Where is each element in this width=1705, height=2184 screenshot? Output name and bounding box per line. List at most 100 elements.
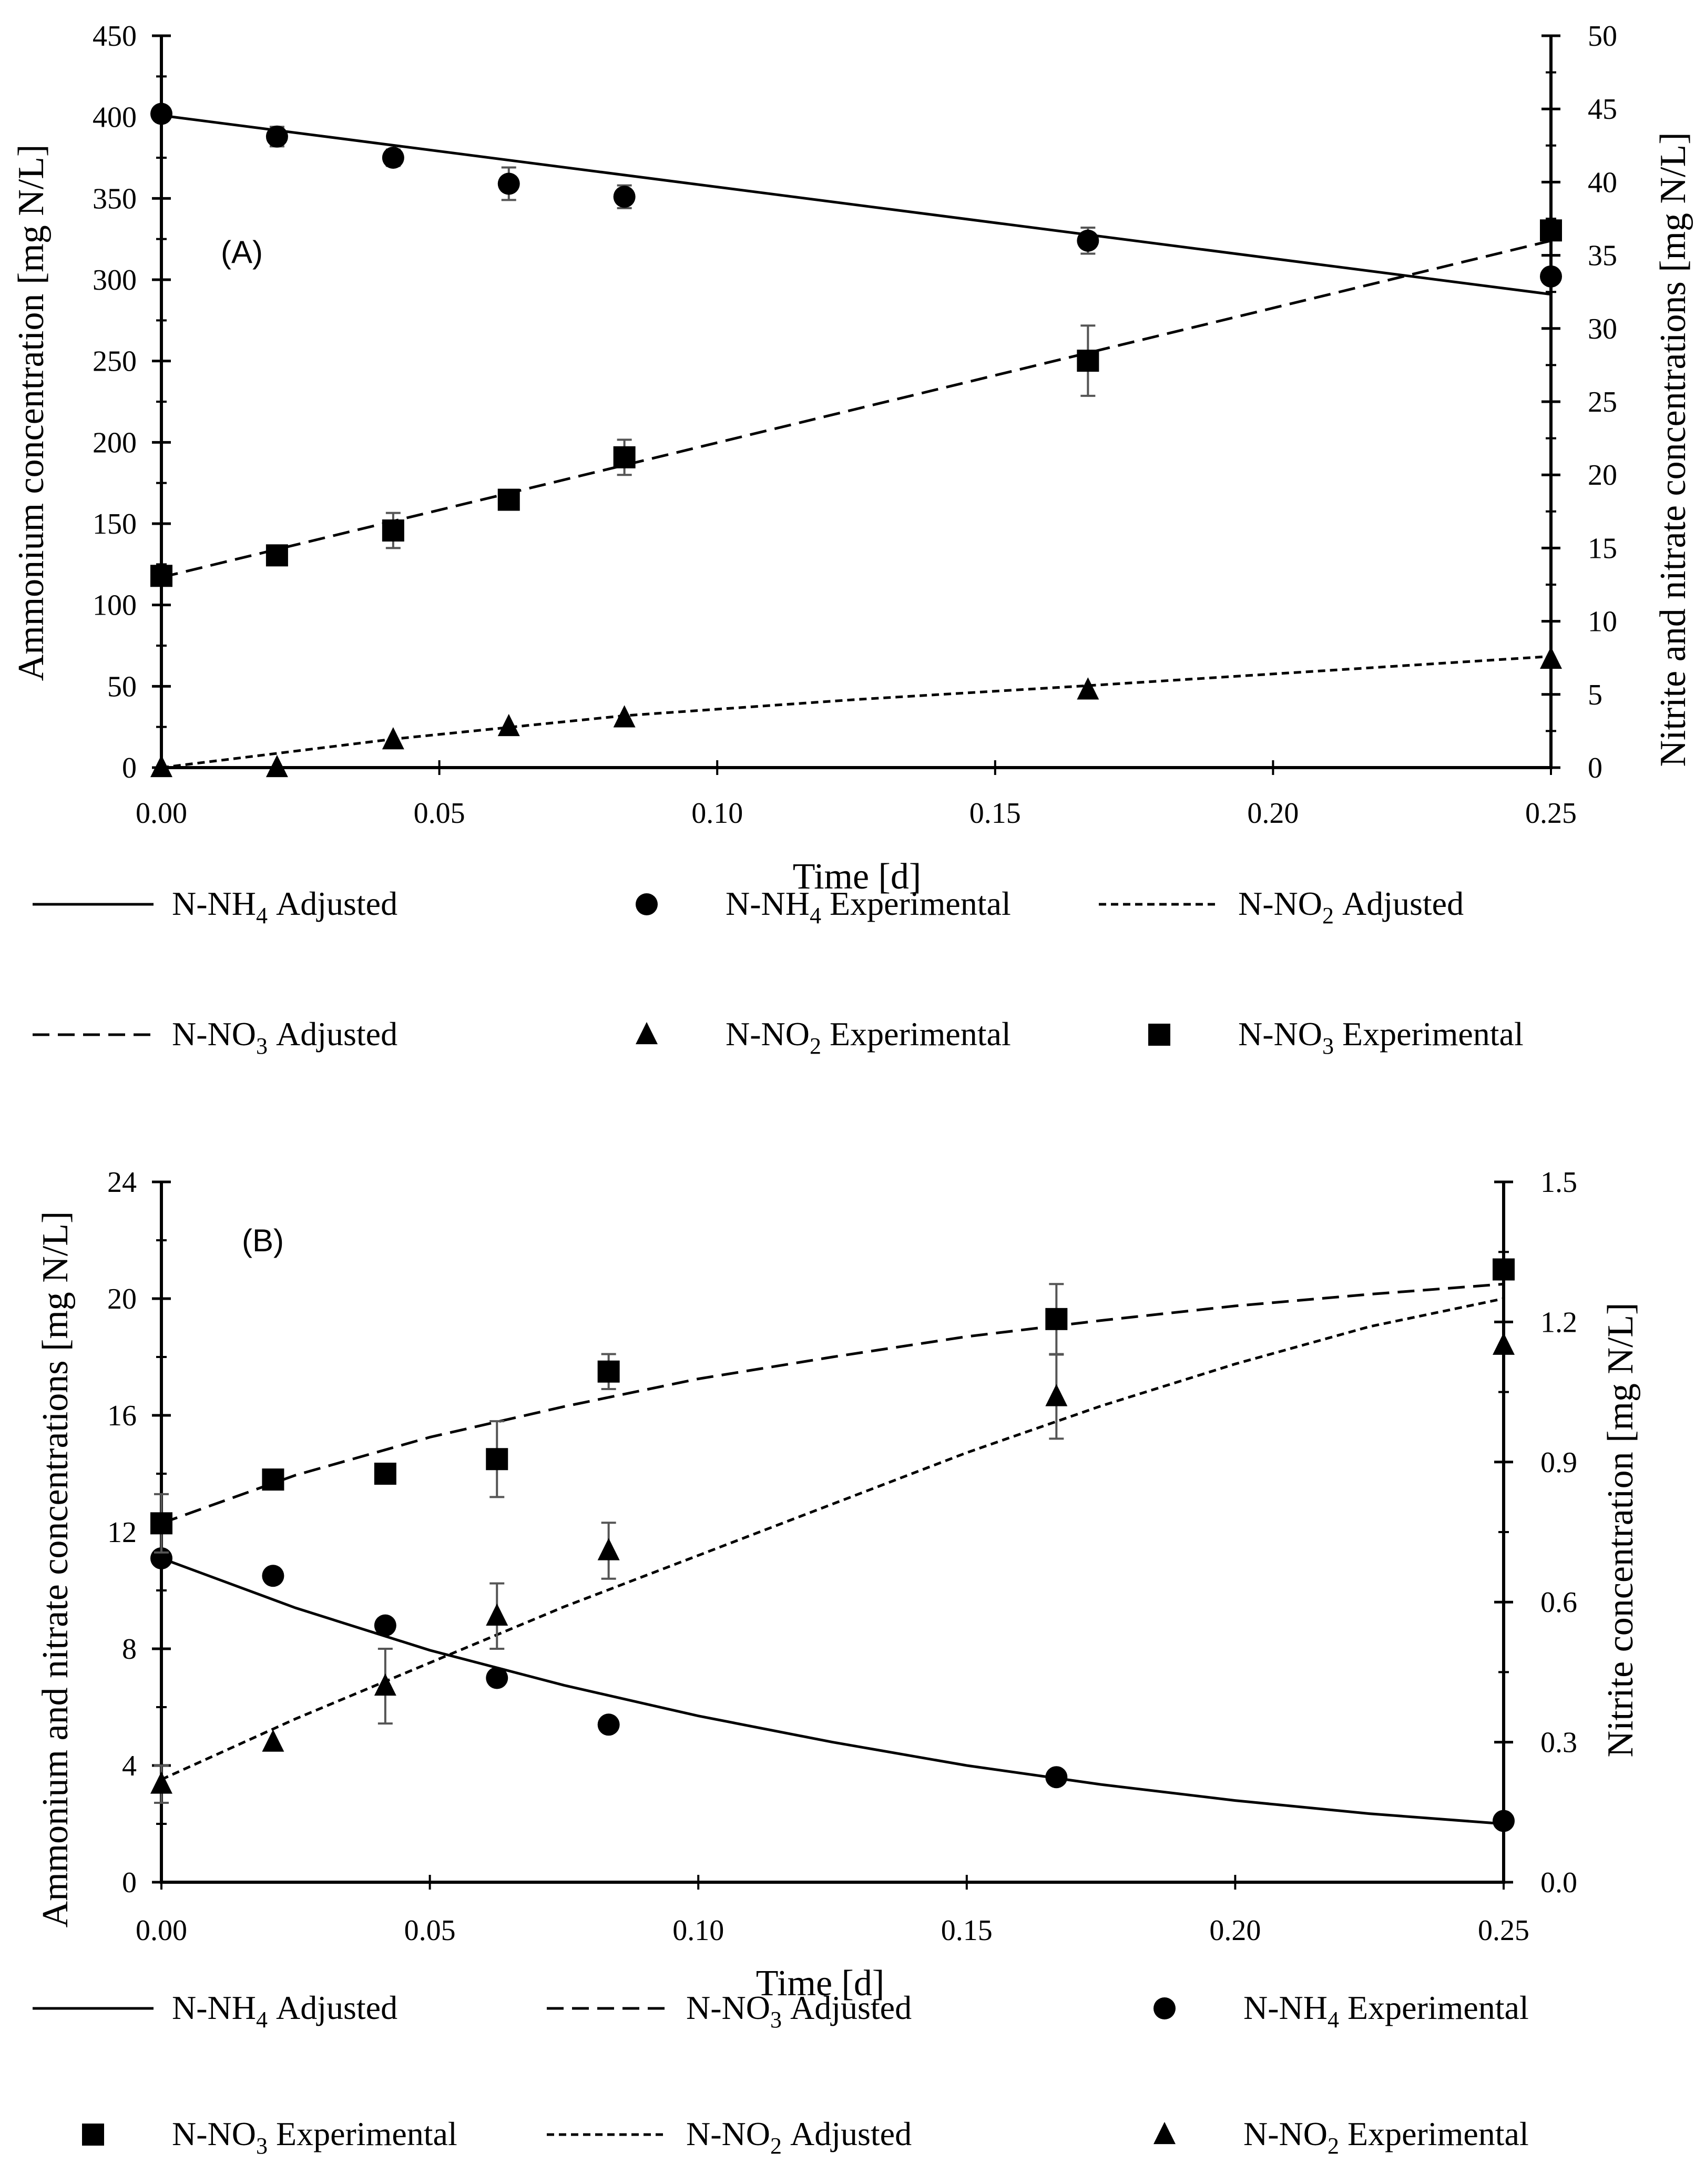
panel-b: 0 4 8 12 16 20 24 0.0 0.3 0.6 0.9 1.2 1.5 0.00 0.05 0.1… <box>33 1166 1641 2159</box>
panel-b-no3-exp-point <box>486 1448 508 1471</box>
panel-b-right-tick-label: 0.6 <box>1540 1586 1577 1619</box>
panel-a-no3-exp-point <box>150 565 172 587</box>
panel-a-legend-label: N-NO3 Experimental <box>1238 1015 1524 1059</box>
panel-b-legend-item: N-NH4 Experimental <box>1153 1989 1529 2033</box>
panel-a-left-tick-label: 450 <box>93 20 137 53</box>
panel-a-no3-exp-point <box>266 544 288 567</box>
panel-b-no2-exp-point <box>150 1771 172 1794</box>
panel-b-nh4-exp-point <box>1493 1810 1515 1832</box>
panel-b-legend-label: N-NO2 Adjusted <box>686 2115 912 2159</box>
panel-b-nh4-exp-point <box>597 1713 620 1736</box>
panel-a-nh4-exp-point <box>1077 229 1099 252</box>
panel-b-right-tick-label: 1.5 <box>1540 1166 1577 1199</box>
panel-a: 0 50 100 150 200 250 300 350 400 450 0 5 10 15 20 25 30 3… <box>11 20 1693 1059</box>
panel-a-legend-label: N-NO2 Experimental <box>726 1015 1011 1059</box>
panel-a-left-tick-label: 50 <box>107 670 137 703</box>
panel-a-nh4-exp-point <box>150 103 172 125</box>
panel-b-left-tick-label: 20 <box>107 1283 137 1315</box>
panel-a-left-tick-label: 300 <box>93 264 137 297</box>
panel-a-legend: N-NH4 Adjusted N-NH4 Experimental N-NO2 Ad… <box>33 885 1524 1059</box>
panel-b-x-tick-label: 0.20 <box>1209 1914 1261 1947</box>
panel-b-legend-label: N-NO3 Adjusted <box>686 1989 912 2033</box>
panel-b-no3-exp-point <box>262 1468 284 1491</box>
panel-b-legend-marker-swatch <box>82 2124 104 2146</box>
panel-a-right-tick-label: 0 <box>1588 752 1602 784</box>
panel-b-no2-exp-point <box>1493 1332 1515 1355</box>
panel-a-left-tick-label: 250 <box>93 345 137 378</box>
panel-b-no2-exp-point <box>1045 1384 1068 1406</box>
panel-a-legend-marker-swatch <box>636 893 658 915</box>
panel-b-right-tick-label: 0.0 <box>1540 1866 1577 1899</box>
panel-a-no2-exp-point <box>150 754 172 778</box>
panel-a-right-tick-label: 5 <box>1588 679 1602 711</box>
panel-b-left-tick-label: 12 <box>107 1516 137 1549</box>
panel-b-right-tick-label: 0.9 <box>1540 1446 1577 1479</box>
panel-a-x-tick-label: 0.25 <box>1525 797 1577 830</box>
panel-b-no2-exp-point <box>597 1538 620 1560</box>
panel-b-tick-labels: 0 4 8 12 16 20 24 0.0 0.3 0.6 0.9 1.2 1.5 0.00 0.05 0.1… <box>107 1166 1577 1947</box>
panel-a-no2-exp-point <box>497 713 520 737</box>
panel-a-nh4-exp-point <box>382 147 404 169</box>
panel-a-no3-exp-point <box>1540 219 1562 242</box>
panel-a-right-tick-label: 10 <box>1588 606 1617 638</box>
panel-a-right-tick-label: 15 <box>1588 532 1617 565</box>
panel-b-legend: N-NH4 Adjusted N-NO3 Adjusted N-NH4 Experi… <box>33 1989 1529 2159</box>
panel-a-tick-labels: 0 50 100 150 200 250 300 350 400 450 0 5 10 15 20 25 30 3… <box>93 20 1617 830</box>
panel-a-right-tick-label: 35 <box>1588 240 1617 272</box>
panel-a-nh4-exp-point <box>1540 265 1562 288</box>
panel-b-x-tick-label: 0.00 <box>136 1914 187 1947</box>
panel-b-left-tick-label: 24 <box>107 1166 137 1199</box>
panel-a-nh4-exp-point <box>266 125 288 148</box>
panel-a-no3-exp-point <box>1077 350 1099 372</box>
panel-a-axes <box>152 34 1560 775</box>
panel-a-no2-exp-point <box>613 705 636 728</box>
panel-b-legend-label: N-NO2 Experimental <box>1243 2115 1529 2159</box>
panel-a-left-tick-label: 0 <box>122 752 137 784</box>
panel-a-no3-exp-point <box>382 519 404 542</box>
panel-a-legend-label: N-NO3 Adjusted <box>172 1015 397 1059</box>
panel-b-nh4-exp-point <box>486 1667 508 1689</box>
panel-b-no3-exp-point <box>1493 1258 1515 1281</box>
panel-b-right-axis-title: Nitrite concentration [mg N/L] <box>1600 1303 1641 1758</box>
panel-b-x-tick-label: 0.15 <box>941 1914 993 1947</box>
panel-b-legend-marker-swatch <box>1153 1997 1176 2019</box>
panel-b-legend-label: N-NH4 Adjusted <box>172 1989 397 2033</box>
panel-b-legend-item: N-NH4 Adjusted <box>33 1989 397 2033</box>
panel-a-legend-item: N-NO3 Adjusted <box>33 1015 397 1059</box>
panel-b-legend-label: N-NO3 Experimental <box>172 2115 457 2159</box>
panel-b-legend-item: N-NO2 Adjusted <box>547 2115 912 2159</box>
panel-b-nh4-exp-point <box>262 1565 284 1587</box>
panel-a-nh4-exp-point <box>497 172 520 195</box>
panel-b-x-tick-label: 0.25 <box>1478 1914 1529 1947</box>
panel-a-no2-exp-point <box>1077 677 1099 700</box>
panel-a-right-tick-label: 20 <box>1588 459 1617 492</box>
panel-b-legend-item: N-NO3 Adjusted <box>547 1989 912 2033</box>
panel-b-legend-label: N-NH4 Experimental <box>1243 1989 1529 2033</box>
panel-b-no3-exp-point <box>150 1512 172 1535</box>
panel-a-legend-label: N-NO2 Adjusted <box>1238 885 1464 928</box>
panel-b-left-tick-label: 0 <box>122 1866 137 1899</box>
panel-a-legend-marker-swatch <box>1148 1024 1170 1046</box>
panel-b-legend-item: N-NO2 Experimental <box>1153 2115 1529 2159</box>
panel-a-left-tick-label: 100 <box>93 589 137 622</box>
panel-a-right-tick-label: 40 <box>1588 166 1617 199</box>
panel-a-legend-label: N-NH4 Adjusted <box>172 885 397 928</box>
panel-a-no2-exp-point <box>382 727 404 750</box>
panel-a-x-tick-label: 0.00 <box>136 797 187 830</box>
panel-a-right-axis-title: Nitrite and nitrate concentrations [mg N… <box>1653 132 1693 767</box>
panel-a-left-tick-label: 200 <box>93 426 137 459</box>
panel-b-no3-exp-point <box>597 1360 620 1383</box>
panel-b-left-tick-label: 8 <box>122 1633 137 1666</box>
panel-a-points <box>150 103 1562 778</box>
panel-a-right-tick-label: 25 <box>1588 386 1617 419</box>
panel-a-left-axis-title: Ammonium concentration [mg N/L] <box>11 145 52 681</box>
panel-b-x-axis-title: Time [d] <box>756 1963 884 2004</box>
panel-a-right-tick-label: 50 <box>1588 20 1617 53</box>
panel-b-no3-exp-point <box>1045 1308 1068 1330</box>
panel-a-no3-exp-point <box>613 446 636 468</box>
panel-a-legend-marker-swatch <box>636 1022 658 1045</box>
panel-a-legend-item: N-NH4 Adjusted <box>33 885 397 928</box>
panel-a-right-tick-label: 30 <box>1588 313 1617 345</box>
panel-b-legend-marker-swatch <box>1153 2121 1176 2145</box>
